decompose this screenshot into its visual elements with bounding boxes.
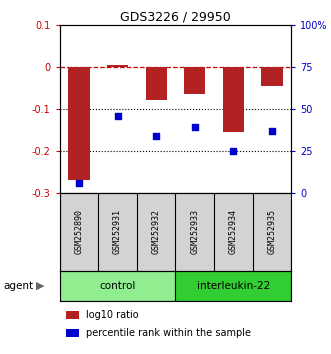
- Text: GSM252933: GSM252933: [190, 209, 199, 255]
- Text: GSM252931: GSM252931: [113, 209, 122, 255]
- Point: [269, 128, 275, 133]
- Text: GSM252934: GSM252934: [229, 209, 238, 255]
- Bar: [184, 67, 205, 94]
- Text: GSM252890: GSM252890: [74, 209, 83, 255]
- Text: log10 ratio: log10 ratio: [86, 310, 139, 320]
- Bar: [261, 67, 283, 86]
- Point: [192, 125, 197, 130]
- Text: ▶: ▶: [35, 281, 44, 291]
- Bar: [68, 67, 89, 180]
- Point: [115, 113, 120, 118]
- Bar: [223, 67, 244, 132]
- Bar: [146, 67, 167, 101]
- Point: [231, 148, 236, 154]
- Point: [154, 133, 159, 138]
- Text: percentile rank within the sample: percentile rank within the sample: [86, 328, 251, 338]
- Bar: [60, 271, 175, 301]
- Bar: [107, 65, 128, 67]
- Text: GSM252935: GSM252935: [267, 209, 276, 255]
- Text: interleukin-22: interleukin-22: [197, 281, 270, 291]
- Point: [76, 180, 81, 185]
- Bar: [175, 271, 291, 301]
- Text: agent: agent: [3, 281, 33, 291]
- Title: GDS3226 / 29950: GDS3226 / 29950: [120, 11, 231, 24]
- Text: control: control: [99, 281, 136, 291]
- Text: GSM252932: GSM252932: [152, 209, 161, 255]
